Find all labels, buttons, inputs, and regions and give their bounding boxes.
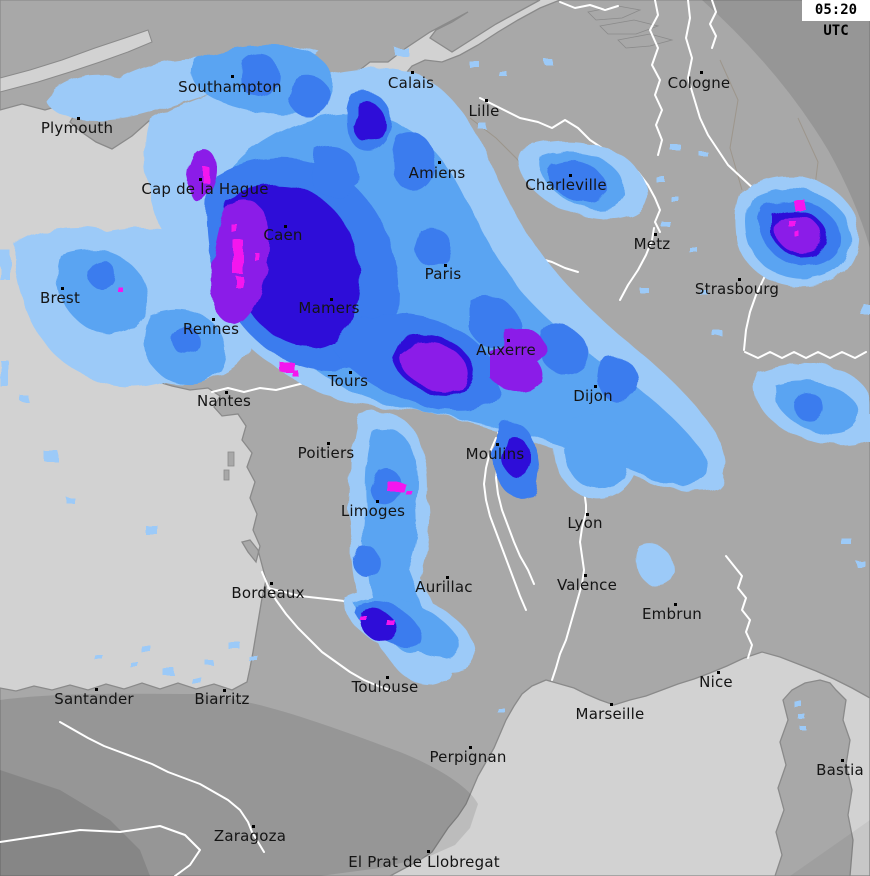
precip-extreme	[388, 482, 404, 492]
precip-extreme	[232, 225, 238, 233]
precip-light	[395, 48, 409, 56]
precip-light	[190, 676, 200, 682]
precip-light	[800, 726, 806, 730]
precip-light	[843, 540, 853, 546]
timestamp-badge: 05:20 UTC	[802, 0, 870, 39]
precip-light	[545, 60, 553, 65]
precip-extreme	[406, 490, 412, 495]
precip-light	[700, 152, 708, 157]
precip-extreme	[292, 370, 298, 376]
precip-light	[672, 198, 680, 203]
precip-light	[690, 248, 698, 253]
precip-light	[640, 288, 649, 293]
bristol-channel	[0, 29, 153, 93]
precip-light	[0, 250, 10, 280]
precip-light	[655, 176, 664, 181]
precip-light	[66, 497, 74, 503]
precip-light	[700, 290, 708, 295]
precip-light	[470, 62, 480, 68]
precip-very-heavy	[360, 608, 398, 642]
precip-heavy	[352, 546, 380, 576]
precip-light	[480, 125, 488, 131]
precip-heavy	[597, 356, 640, 402]
islands	[189, 5, 674, 481]
precip-light	[45, 452, 59, 462]
precip-light	[662, 222, 671, 228]
precip-extreme	[254, 252, 259, 260]
precip-extreme	[788, 220, 795, 226]
precip-heavy	[793, 392, 824, 422]
precip-light	[228, 642, 240, 649]
precip-light	[855, 560, 864, 565]
precip-light	[798, 714, 805, 719]
precip-extreme	[793, 200, 805, 209]
corsica	[774, 679, 854, 876]
precip-extreme	[795, 232, 800, 237]
precip-light	[498, 708, 505, 713]
precip-light	[636, 545, 674, 586]
precip-heavy	[312, 145, 359, 199]
precip-heavy	[239, 55, 280, 98]
precip-intense	[399, 343, 469, 391]
precip-light	[793, 700, 801, 706]
precip-intense	[187, 149, 216, 201]
precip-extreme	[118, 287, 123, 292]
precip-heavy	[392, 132, 435, 191]
precip-heavy	[414, 227, 452, 267]
precip-light	[712, 330, 722, 336]
precip-light	[20, 395, 28, 401]
precip-heavy	[370, 468, 401, 506]
precip-light	[415, 100, 425, 106]
precip-heavy	[86, 260, 115, 288]
precip-intense	[504, 326, 545, 363]
precip-light	[205, 660, 213, 665]
precip-heavy	[547, 160, 607, 203]
precip-light	[862, 302, 870, 316]
precip-light	[668, 142, 678, 148]
precip-extreme	[280, 362, 294, 372]
precip-light	[248, 655, 257, 660]
precip-moderate	[564, 415, 630, 489]
precip-extreme	[360, 616, 367, 621]
precip-very-heavy	[502, 436, 530, 476]
precip-heavy	[171, 326, 200, 355]
precip-light	[162, 668, 174, 675]
precip-light	[500, 72, 508, 77]
precip-extreme	[385, 618, 393, 624]
precip-extreme	[202, 166, 208, 182]
precip-light	[145, 525, 157, 534]
mediterranean-sea	[389, 651, 870, 876]
precip-very-heavy	[353, 103, 386, 143]
precip-light	[140, 645, 150, 651]
precip-heavy	[540, 325, 589, 375]
precip-light	[130, 662, 138, 667]
precip-light	[95, 655, 103, 660]
precip-light	[0, 360, 8, 386]
precip-extreme	[233, 240, 243, 274]
precipitation-echoes	[0, 45, 870, 730]
precip-extreme	[236, 276, 243, 288]
precip-moderate	[57, 249, 149, 334]
precip-heavy	[289, 75, 331, 118]
